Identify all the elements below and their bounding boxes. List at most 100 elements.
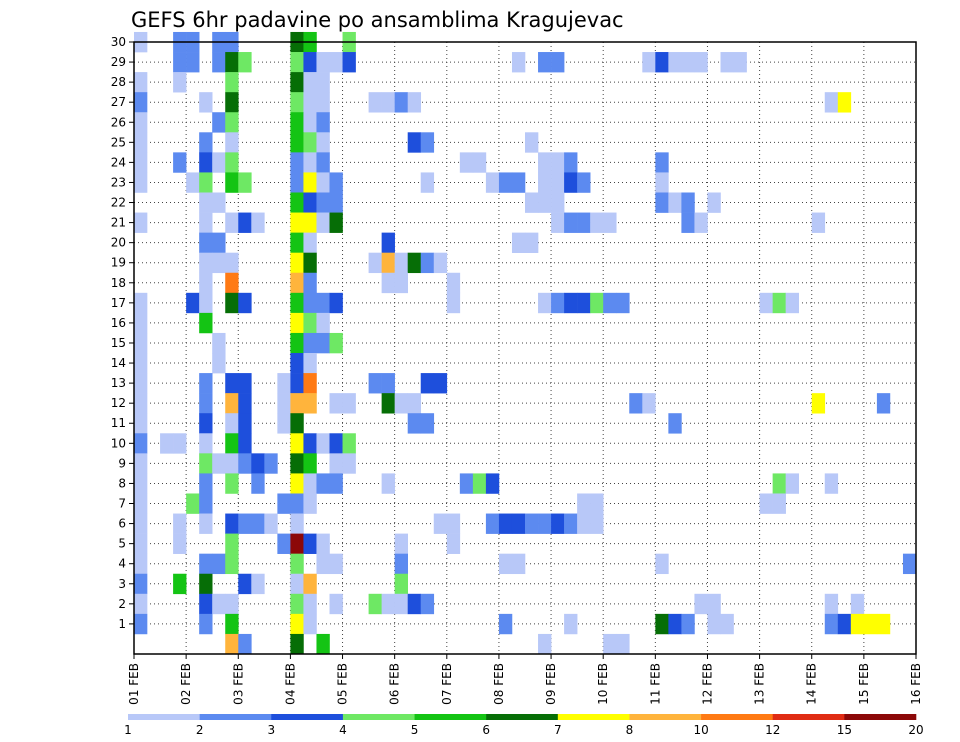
x-tick-label: 11 FEB	[648, 663, 662, 705]
heatmap-cell	[212, 152, 226, 173]
colorbar-label: 8	[626, 723, 634, 737]
heatmap-cell	[173, 433, 187, 454]
heatmap-cell	[277, 373, 291, 394]
heatmap-cell	[342, 453, 356, 474]
colorbar-segment	[199, 714, 272, 720]
heatmap-cell	[525, 513, 539, 534]
heatmap-cell	[290, 292, 304, 314]
heatmap-cell	[329, 212, 343, 233]
heatmap-cell	[316, 332, 330, 354]
heatmap-cell	[290, 312, 304, 334]
heatmap-cell	[668, 413, 682, 434]
heatmap-cell	[199, 272, 213, 294]
heatmap-cell	[407, 92, 422, 113]
heatmap-cell	[551, 513, 565, 534]
heatmap-cell	[394, 573, 408, 595]
heatmap-cell	[381, 393, 395, 414]
heatmap-cell	[134, 112, 148, 133]
heatmap-cell	[538, 52, 552, 73]
heatmap-cell	[303, 453, 317, 474]
heatmap-cell	[199, 292, 213, 314]
heatmap-cell	[538, 192, 552, 213]
y-tick-label: 14	[111, 356, 126, 370]
heatmap-cell	[642, 393, 656, 414]
heatmap-cell	[446, 292, 461, 314]
heatmap-cell	[485, 172, 500, 193]
y-tick-label: 8	[118, 476, 126, 490]
heatmap-cell	[134, 312, 148, 334]
x-tick-label: 12 FEB	[700, 663, 714, 705]
heatmap-cell	[303, 533, 317, 554]
heatmap-cell	[199, 493, 213, 514]
heatmap-cell	[277, 533, 291, 554]
x-axis-ticks: 01 FEB 02 FEB 03 FEB 04 FEB 05 FEB 06 FEB 07 F…	[127, 654, 923, 705]
heatmap-cell	[785, 473, 799, 494]
heatmap-cell	[551, 212, 565, 233]
heatmap-cell	[303, 272, 317, 294]
x-tick-label: 15 FEB	[857, 663, 871, 705]
heatmap-cell	[134, 613, 148, 635]
heatmap-cell	[525, 132, 539, 153]
heatmap-cell	[251, 513, 265, 534]
heatmap-cell	[342, 433, 356, 454]
heatmap-cell	[225, 152, 239, 173]
heatmap-cell	[577, 493, 591, 514]
heatmap-cell	[407, 132, 422, 153]
heatmap-cell	[446, 533, 461, 554]
heatmap-cell	[134, 413, 148, 434]
heatmap-cell	[290, 172, 304, 193]
heatmap-cell	[577, 513, 591, 534]
heatmap-cell	[551, 172, 565, 193]
heatmap-cell	[290, 72, 304, 93]
heatmap-cell	[551, 292, 565, 314]
heatmap-cell	[238, 573, 252, 595]
heatmap-cell	[186, 172, 200, 193]
heatmap-cell	[251, 212, 265, 233]
heatmap-cell	[694, 212, 708, 233]
heatmap-cell	[316, 92, 330, 113]
heatmap-cell	[329, 433, 343, 454]
heatmap-cell	[212, 52, 226, 73]
heatmap-cell	[199, 393, 213, 414]
heatmap-cell	[173, 52, 187, 73]
plot-frame	[133, 41, 917, 655]
heatmap-cell	[173, 533, 187, 554]
heatmap-cell	[225, 393, 239, 414]
heatmap-cell	[316, 433, 330, 454]
heatmap-cell	[173, 513, 187, 534]
y-tick-label: 9	[118, 456, 126, 470]
heatmap-cell	[290, 613, 304, 635]
heatmap-cell	[303, 493, 317, 514]
y-tick-label: 18	[111, 276, 126, 290]
y-tick-label: 13	[111, 376, 126, 390]
heatmap-cell	[511, 513, 526, 534]
y-tick-label: 22	[111, 196, 126, 210]
heatmap-cell	[290, 192, 304, 213]
heatmap-cell	[772, 493, 786, 514]
heatmap-cell	[303, 212, 317, 233]
heatmap-cell	[225, 373, 239, 394]
heatmap-cell	[590, 493, 604, 514]
heatmap-cell	[199, 192, 213, 213]
heatmap-cell	[316, 212, 330, 233]
heatmap-cell	[238, 292, 252, 314]
heatmap-cell	[290, 593, 304, 615]
heatmap-cell	[538, 513, 552, 534]
heatmap-cell	[212, 593, 226, 615]
heatmap-cell	[212, 332, 226, 354]
heatmap-cell	[290, 353, 304, 374]
heatmap-cell	[303, 112, 317, 133]
heatmap-cell	[225, 453, 239, 474]
heatmap-cell	[199, 413, 213, 434]
heatmap-cell	[173, 152, 187, 173]
heatmap-cell	[785, 292, 799, 314]
heatmap-cell	[394, 533, 408, 554]
heatmap-cell	[290, 513, 304, 534]
heatmap-cell	[212, 252, 226, 274]
heatmap-cell	[316, 292, 330, 314]
heatmap-cell	[329, 292, 343, 314]
heatmap-cell	[564, 292, 578, 314]
heatmap-cell	[134, 393, 148, 414]
heatmap-cell	[394, 553, 408, 575]
heatmap-cell	[134, 593, 148, 615]
